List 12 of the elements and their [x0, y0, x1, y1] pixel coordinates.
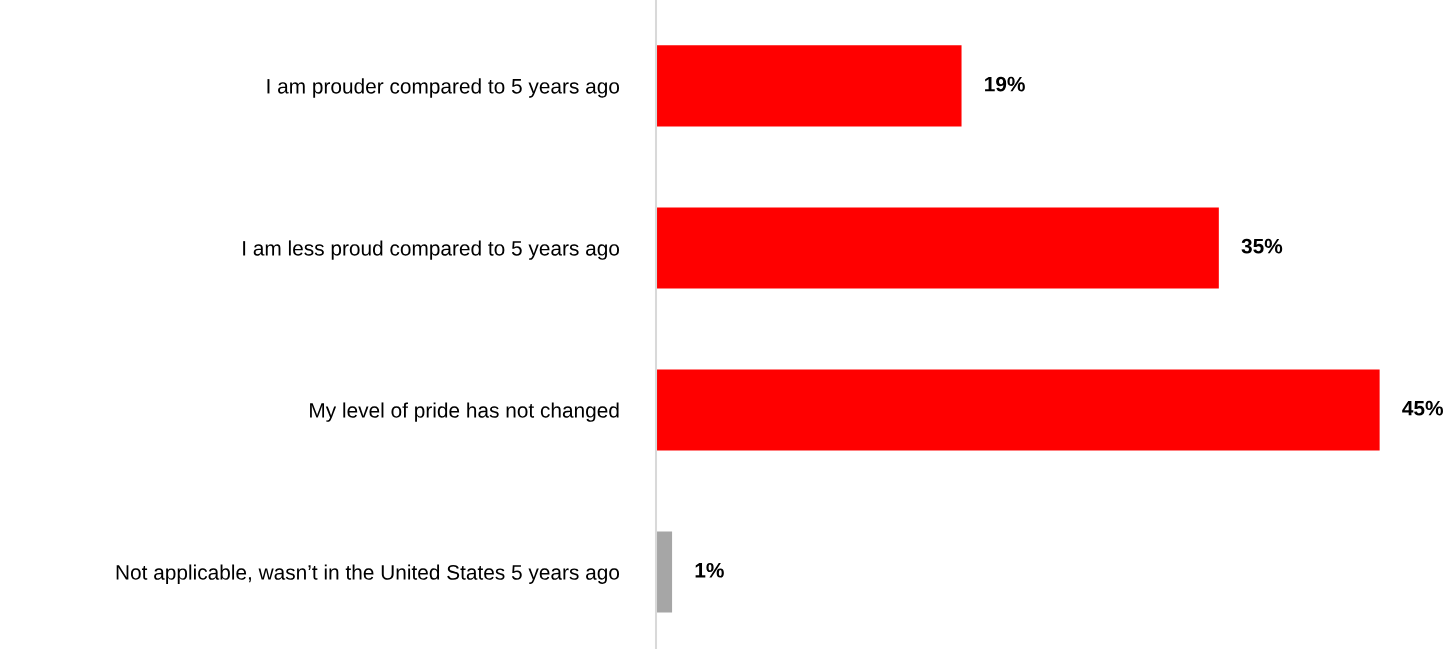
- data-label: 1%: [695, 562, 724, 578]
- y-tick-label: Not applicable, wasn’t in the United States 5 years ago: [116, 564, 620, 584]
- bar: [656, 369, 1380, 451]
- bar: [656, 45, 962, 127]
- data-label: 19%: [985, 76, 1025, 92]
- data-label: 35%: [1241, 238, 1283, 254]
- y-tick-label: I am prouder compared to 5 years ago: [267, 78, 620, 98]
- y-tick-label: I am less proud compared to 5 years ago: [243, 240, 620, 260]
- bar: [656, 531, 673, 613]
- y-tick-label: My level of pride has not changed: [310, 402, 619, 422]
- data-label: 45%: [1402, 400, 1444, 416]
- bar: [656, 207, 1219, 289]
